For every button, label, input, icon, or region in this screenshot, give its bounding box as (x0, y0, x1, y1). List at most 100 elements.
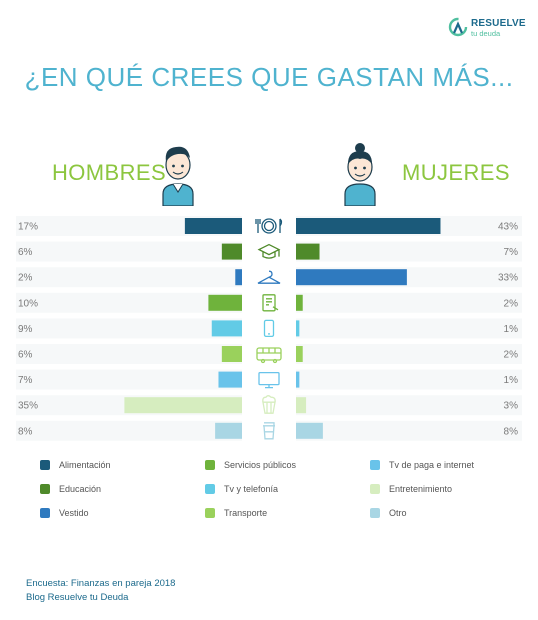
footer: Encuesta: Finanzas en pareja 2018 Blog R… (26, 577, 175, 605)
data-label-men: 17% (18, 222, 38, 233)
legend-swatch (205, 508, 215, 518)
bar-women (296, 371, 300, 388)
legend-item: Entretenimiento (370, 484, 452, 494)
women-label: MUJERES (402, 160, 510, 185)
row-track-men (16, 241, 242, 262)
bar-men (184, 218, 242, 234)
bar-men (208, 294, 242, 311)
legend-swatch (370, 508, 380, 518)
footer-source: Encuesta: Finanzas en pareja 2018 (26, 578, 176, 589)
data-label-women: 2% (504, 298, 519, 309)
data-label-men: 10% (18, 298, 38, 309)
legend-label: Otro (389, 508, 407, 518)
legend-label: Educación (59, 484, 102, 494)
data-label-men: 35% (18, 401, 38, 412)
legend-swatch (40, 508, 50, 518)
data-label-men: 8% (18, 426, 33, 437)
popcorn-icon (262, 395, 276, 414)
bar-women (296, 269, 407, 286)
legend-item: Servicios públicos (205, 460, 296, 470)
bar-men (221, 346, 242, 362)
data-label-women: 43% (498, 222, 518, 233)
bar-women (296, 243, 320, 260)
legend-label: Entretenimiento (389, 484, 453, 494)
row-track-men (16, 344, 242, 364)
bar-women (296, 422, 323, 439)
data-label-men: 7% (18, 375, 33, 386)
row-track-women (296, 395, 522, 416)
bar-women (296, 320, 300, 337)
row-track-men (16, 318, 242, 339)
legend-label: Alimentación (59, 460, 111, 470)
row-track-women (296, 241, 522, 262)
legend-swatch (370, 460, 380, 470)
men-label: HOMBRES (52, 160, 167, 185)
spending-chart: 17% 43% 6% 7% 2% 33% 10% 2% 9% 1% 6% 2% 7% 1% 35% 3% 8% 8… (16, 218, 522, 441)
cup-icon (263, 422, 275, 440)
smartphone-icon (263, 319, 275, 338)
legend-label: Tv y telefonía (224, 484, 279, 494)
legend-item: Vestido (40, 508, 89, 518)
data-label-women: 1% (504, 324, 519, 335)
bar-men (215, 422, 242, 439)
data-label-women: 3% (504, 401, 519, 412)
logo-mark-icon (448, 17, 468, 37)
legend-item: Tv de paga e internet (370, 460, 474, 470)
row-track-men (16, 292, 242, 313)
brand-logo: RESUELVE tu deuda (448, 16, 528, 40)
bar-men (221, 243, 242, 260)
plate-cutlery-icon (255, 218, 283, 234)
tv-icon (258, 371, 280, 389)
man-avatar-icon (162, 146, 194, 206)
row-track-men (16, 369, 242, 390)
legend-swatch (370, 484, 380, 494)
legend-item: Educación (40, 484, 101, 494)
chart-legend: Alimentación Servicios públicos Tv de paga… (40, 460, 510, 530)
legend-label: Vestido (59, 508, 89, 518)
data-label-men: 9% (18, 324, 33, 335)
bar-women (296, 294, 303, 311)
row-track-men (16, 267, 242, 288)
legend-label: Servicios públicos (224, 460, 297, 470)
hanger-icon (257, 270, 281, 284)
data-label-women: 8% (504, 426, 519, 437)
legend-label: Tv de paga e internet (389, 460, 475, 470)
data-label-men: 6% (18, 350, 33, 361)
row-track-women (296, 344, 522, 364)
bar-men (218, 371, 242, 388)
footer-blog: Blog Resuelve tu Deuda (26, 592, 129, 603)
row-track-women (296, 292, 522, 313)
graduation-cap-icon (257, 243, 281, 259)
brand-name: RESUELVE (471, 18, 526, 29)
row-track-men (16, 420, 242, 441)
legend-swatch (205, 484, 215, 494)
data-label-women: 2% (504, 350, 519, 361)
data-label-women: 1% (504, 375, 519, 386)
bar-men (211, 320, 242, 337)
page-title: ¿EN QUÉ CREES QUE GASTAN MÁS... (24, 62, 514, 92)
row-track-women (296, 318, 522, 339)
row-track-women (296, 420, 522, 441)
bar-men (124, 397, 242, 414)
bus-icon (256, 347, 282, 364)
legend-item: Alimentación (40, 460, 111, 470)
legend-item: Transporte (205, 508, 267, 518)
brand-tagline: tu deuda (471, 29, 501, 38)
legend-swatch (40, 484, 50, 494)
data-label-men: 6% (18, 247, 33, 258)
bar-men (235, 269, 242, 286)
bar-women (296, 218, 441, 234)
legend-swatch (40, 460, 50, 470)
data-label-women: 33% (498, 273, 518, 284)
legend-label: Transporte (224, 508, 268, 518)
row-track-women (296, 369, 522, 390)
bar-women (296, 397, 307, 414)
data-label-women: 7% (504, 247, 519, 258)
legend-item: Tv y telefonía (205, 484, 278, 494)
woman-avatar-icon (344, 143, 376, 206)
legend-swatch (205, 460, 215, 470)
data-label-men: 2% (18, 273, 33, 284)
utility-bill-icon (262, 294, 279, 312)
bar-women (296, 346, 303, 362)
legend-item: Otro (370, 508, 407, 518)
